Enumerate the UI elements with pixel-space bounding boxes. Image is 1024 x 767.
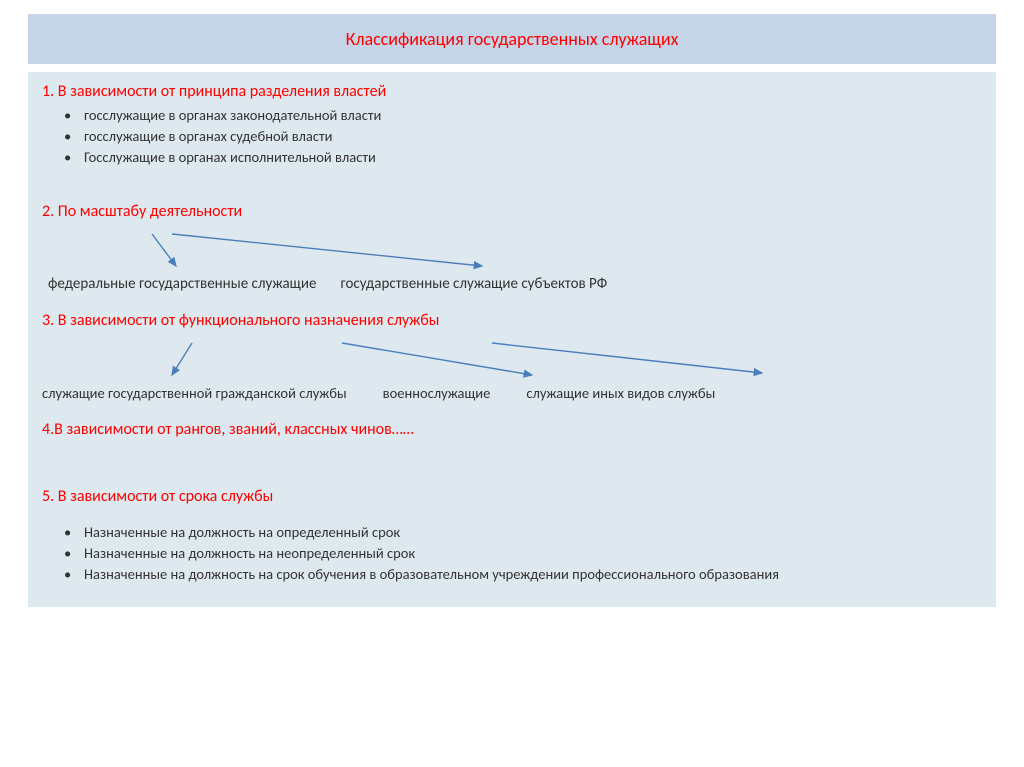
title-bar: Классификация государственных служащих: [28, 14, 996, 64]
section3-heading: 3. В зависимости от функционального назн…: [42, 311, 982, 330]
section1-heading: 1. В зависимости от принципа разделения …: [42, 82, 982, 101]
section5-list: Назначенные на должность на определенный…: [42, 522, 982, 585]
child-item: военнослужащие: [383, 384, 491, 402]
arrows-section3: [42, 335, 942, 385]
section5-heading: 5. В зависимости от срока службы: [42, 487, 982, 506]
list-item: Назначенные на должность на определенный…: [64, 522, 982, 543]
child-item: федеральные государственные служащие: [48, 275, 316, 293]
section2-children: федеральные государственные служащие гос…: [42, 275, 982, 293]
child-item: государственные служащие субъектов РФ: [340, 275, 607, 293]
list-item: Назначенные на должность на срок обучени…: [64, 564, 982, 585]
content-panel: 1. В зависимости от принципа разделения …: [28, 72, 996, 607]
arrows-section2: [42, 226, 942, 276]
section2-heading: 2. По масштабу деятельности: [42, 202, 982, 221]
child-item: служащие иных видов службы: [526, 384, 715, 402]
list-item: госслужащие в органах законодательной вл…: [64, 105, 982, 126]
section1-list: госслужащие в органах законодательной вл…: [42, 105, 982, 168]
section3-children: служащие государственной гражданской слу…: [42, 384, 982, 402]
list-item: Госслужащие в органах исполнительной вла…: [64, 147, 982, 168]
list-item: госслужащие в органах судебной власти: [64, 126, 982, 147]
slide-title: Классификация государственных служащих: [346, 28, 679, 50]
list-item: Назначенные на должность на неопределенн…: [64, 543, 982, 564]
section4-heading: 4.В зависимости от рангов, званий, класс…: [42, 420, 982, 439]
child-item: служащие государственной гражданской слу…: [42, 384, 347, 402]
